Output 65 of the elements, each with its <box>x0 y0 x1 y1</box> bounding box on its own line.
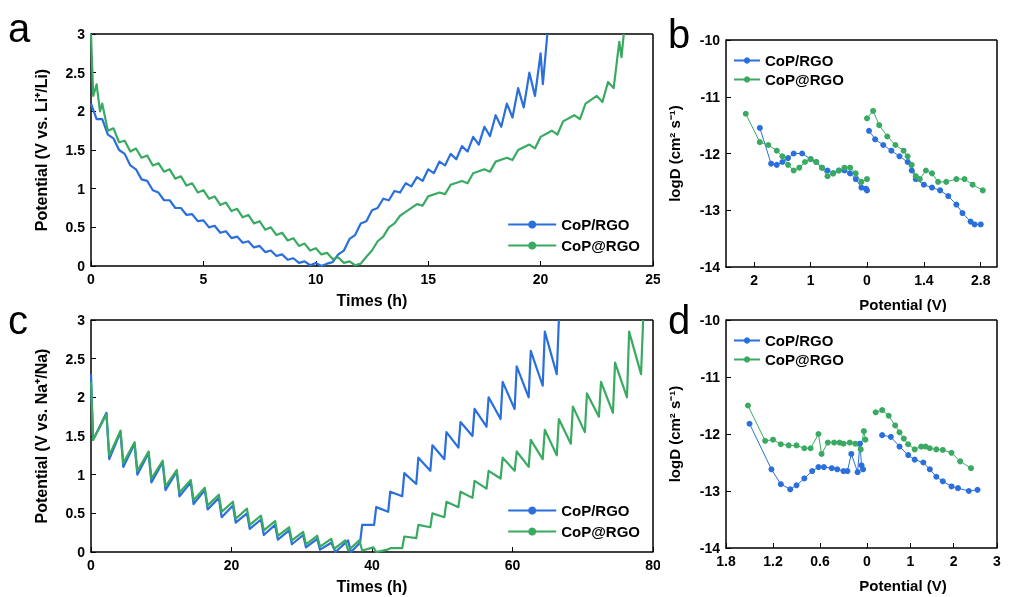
y-tick-label: -14 <box>699 259 721 275</box>
legend-label: CoP@RGO <box>561 237 641 254</box>
y-tick-label: 0.5 <box>65 505 86 522</box>
x-tick-label: 2 <box>949 553 958 569</box>
y-tick-label: 2 <box>77 103 86 120</box>
legend-label: CoP/RGO <box>765 52 834 69</box>
y-tick-label: 3 <box>77 312 86 328</box>
x-tick-label: 40 <box>364 557 380 573</box>
y-tick-label: -12 <box>699 145 721 162</box>
x-tick-label: 3 <box>993 553 1002 569</box>
y-tick-label: -11 <box>700 88 721 105</box>
text: a <box>8 6 31 50</box>
x-tick-label: 1.4 <box>914 272 934 288</box>
y-tick-label: -11 <box>700 369 721 385</box>
legend-label: CoP/RGO <box>561 502 630 519</box>
text: b <box>668 12 691 56</box>
x-tick-label: 0 <box>87 271 96 287</box>
legend-label: CoP/RGO <box>561 216 630 233</box>
y-tick-label: -13 <box>699 483 721 499</box>
x-axis-title: Potential (V) <box>859 577 947 594</box>
y-tick-label: 2 <box>77 389 86 406</box>
y-tick-label: -12 <box>699 426 721 442</box>
y-tick-label: 1.5 <box>65 142 86 158</box>
legend-label: CoP@RGO <box>561 523 641 540</box>
y-tick-label: -14 <box>699 540 721 556</box>
x-tick-label: 0 <box>863 272 872 288</box>
x-tick-label: 20 <box>532 271 549 287</box>
y-tick-label: 1 <box>77 466 86 483</box>
x-tick-label: 1 <box>806 272 815 288</box>
x-tick-label: 20 <box>223 557 240 573</box>
y-tick-label: 3 <box>77 26 86 42</box>
x-tick-label: 1.2 <box>763 553 783 569</box>
y-tick-label: -10 <box>699 32 721 48</box>
x-tick-label: 0 <box>87 557 96 573</box>
y-tick-label: 1.5 <box>65 428 86 444</box>
x-tick-label: 1.8 <box>716 553 736 569</box>
y-tick-label: -13 <box>699 202 721 219</box>
x-tick-label: 2 <box>750 272 759 288</box>
x-axis-title: Times (h) <box>336 291 408 309</box>
x-tick-label: 15 <box>420 271 437 287</box>
legend-label: CoP@RGO <box>765 351 845 368</box>
y-tick-label: 2.5 <box>65 64 86 81</box>
y-axis-title: logD (cm² s⁻¹) <box>666 385 683 483</box>
x-tick-label: 0 <box>863 553 872 569</box>
legend-label: CoP/RGO <box>765 332 834 349</box>
x-tick-label: 10 <box>308 271 324 287</box>
x-tick-label: 60 <box>504 557 521 573</box>
text: c <box>8 298 28 342</box>
y-tick-label: 0.5 <box>65 219 86 236</box>
x-tick-label: 5 <box>199 271 208 287</box>
y-axis-title: logD (cm² s⁻¹) <box>666 105 683 202</box>
x-tick-label: 0.6 <box>810 553 830 569</box>
x-tick-label: 2.8 <box>971 272 991 288</box>
text: d <box>668 298 691 342</box>
y-axis-title: Potential (V vs. Li⁺/Li) <box>32 68 50 232</box>
y-tick-label: 1 <box>77 180 86 197</box>
y-tick-label: -10 <box>699 312 721 328</box>
x-tick-label: 80 <box>645 557 661 573</box>
legend-label: CoP@RGO <box>765 71 845 88</box>
x-tick-label: 25 <box>645 271 661 287</box>
y-axis-title: Potential (V vs. Na⁺/Na) <box>32 348 50 524</box>
y-tick-label: 0 <box>77 258 86 274</box>
x-tick-label: 1 <box>906 553 915 569</box>
y-tick-label: 2.5 <box>65 350 86 367</box>
x-axis-title: Times (h) <box>336 577 408 595</box>
